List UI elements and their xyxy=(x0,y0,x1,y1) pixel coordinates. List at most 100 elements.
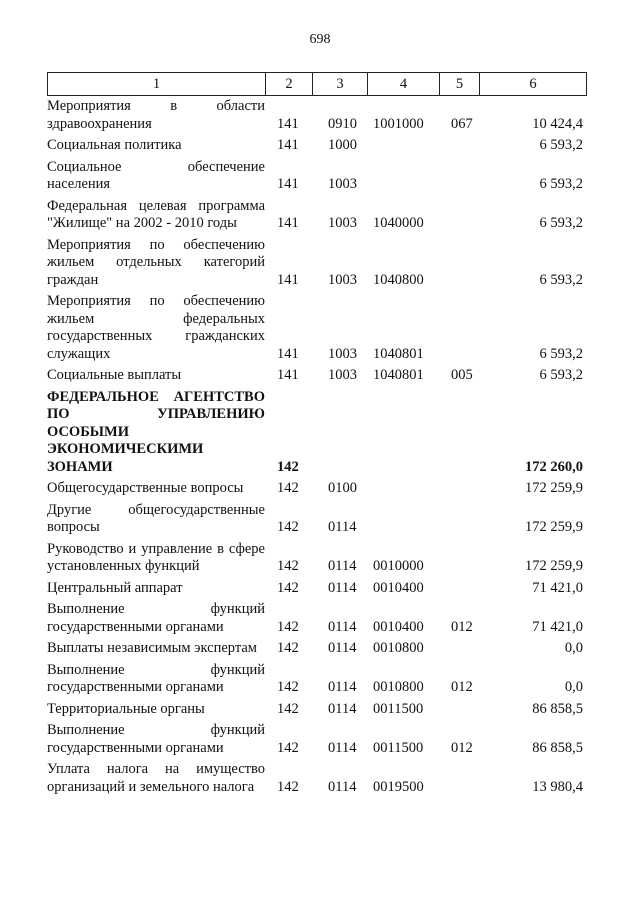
row-col-4: 1001000 xyxy=(373,115,424,132)
row-description: Другие общегосударственные вопросы xyxy=(47,501,265,536)
row-col-2: 142 xyxy=(277,778,299,795)
row-col-3: 0114 xyxy=(328,679,357,695)
row-col-2: 142 xyxy=(277,640,299,656)
row-description: Территориальные органы xyxy=(47,700,205,717)
page-number: 698 xyxy=(309,32,331,47)
row-description: Мероприятия в области здравоохранения xyxy=(47,98,265,132)
row-col-6: 172 259,9 xyxy=(525,558,583,574)
table-row: Территориальные органы 142 0114 0011500 86 8… xyxy=(47,701,587,719)
row-col-4: 1040801 xyxy=(373,367,424,383)
row-description: Выполнение функций государственными орга… xyxy=(47,601,265,635)
row-col-5: 012 xyxy=(451,618,473,635)
row-col-3: 1000 xyxy=(328,137,357,153)
row-col-2: 142 xyxy=(277,480,299,496)
row-col-6: 10 424,4 xyxy=(532,115,583,132)
row-col-6: 6 593,2 xyxy=(539,215,584,231)
table-row: Выплаты независимым экспертам 142 0114 0010… xyxy=(47,640,587,658)
row-col-3: 1003 xyxy=(328,176,357,192)
row-col-2: 141 xyxy=(277,215,299,231)
row-col-6: 6 593,2 xyxy=(539,345,584,362)
row-col-3: 0114 xyxy=(328,700,357,717)
row-description: Социальное обеспечение населения xyxy=(47,158,265,193)
row-description: Мероприятия по обеспечению жильем федера… xyxy=(47,293,265,362)
table-row: Центральный аппарат 142 0114 0010400 71 421,… xyxy=(47,580,587,598)
row-description: Общегосударственные вопросы xyxy=(47,480,244,496)
table-row: Руководство и управление в сфере установ… xyxy=(47,541,587,576)
row-col-3: 0114 xyxy=(328,618,357,635)
row-col-6: 0,0 xyxy=(564,679,583,695)
row-col-6: 6 593,2 xyxy=(539,367,584,383)
table-row: Социальная политика 141 1000 6 593,2 xyxy=(47,137,587,155)
row-col-4: 1040801 xyxy=(373,345,424,362)
row-col-2: 142 xyxy=(277,519,299,535)
row-col-2: 142 xyxy=(277,558,299,574)
row-col-3: 1003 xyxy=(328,271,357,288)
row-col-4: 0011500 xyxy=(373,700,424,717)
row-col-6: 172 259,9 xyxy=(525,480,583,496)
row-col-2: 142 xyxy=(277,739,299,756)
row-col-3: 0114 xyxy=(328,519,357,535)
row-col-2: 142 xyxy=(277,679,299,695)
row-col-6: 6 593,2 xyxy=(539,137,584,153)
table-body: Мероприятия в области здравоохранения 141… xyxy=(47,98,587,800)
row-description: Выполнение функций государственными орга… xyxy=(47,661,265,696)
row-col-6: 86 858,5 xyxy=(532,700,583,717)
row-col-6: 86 858,5 xyxy=(532,739,583,756)
table-row: Уплата налога на имущество организаций и… xyxy=(47,761,587,796)
header-col-2: 2 xyxy=(266,73,313,95)
row-col-6: 172 260,0 xyxy=(525,458,583,475)
row-col-4: 0019500 xyxy=(373,778,424,795)
row-description: Выполнение функций государственными орга… xyxy=(47,722,265,756)
row-col-6: 6 593,2 xyxy=(539,271,584,288)
row-description: ФЕДЕРАЛЬНОЕ АГЕНТСТВО ПО УПРАВЛЕНИЮ ОСОБ… xyxy=(47,388,265,475)
row-description: Социальные выплаты xyxy=(47,367,182,383)
row-col-5: 012 xyxy=(451,739,473,756)
row-col-2: 142 xyxy=(277,458,299,475)
header-col-1: 1 xyxy=(48,73,266,95)
row-col-3: 0910 xyxy=(328,115,357,132)
table-row: Выполнение функций государственными орга… xyxy=(47,722,587,757)
table-row: Социальное обеспечение населения 141 1003 6… xyxy=(47,159,587,194)
row-description: Руководство и управление в сфере установ… xyxy=(47,540,265,575)
row-col-2: 141 xyxy=(277,367,299,383)
row-col-4: 0010800 xyxy=(373,679,424,695)
row-col-4: 0010400 xyxy=(373,618,424,635)
row-col-2: 141 xyxy=(277,345,299,362)
row-col-6: 71 421,0 xyxy=(532,618,583,635)
row-col-6: 13 980,4 xyxy=(532,778,583,795)
table-row: Мероприятия в области здравоохранения 141… xyxy=(47,98,587,133)
row-col-4: 1040800 xyxy=(373,271,424,288)
row-col-4: 0011500 xyxy=(373,739,424,756)
table-row: Социальные выплаты 141 1003 1040801 005 6 593… xyxy=(47,367,587,385)
header-col-3: 3 xyxy=(313,73,368,95)
row-description: Социальная политика xyxy=(47,137,182,153)
row-col-4: 1040000 xyxy=(373,215,424,231)
row-col-2: 141 xyxy=(277,137,299,153)
row-col-3: 0100 xyxy=(328,480,357,496)
table-row: ФЕДЕРАЛЬНОЕ АГЕНТСТВО ПО УПРАВЛЕНИЮ ОСОБ… xyxy=(47,389,587,477)
row-col-2: 141 xyxy=(277,115,299,132)
row-col-5: 067 xyxy=(451,115,473,132)
row-col-3: 1003 xyxy=(328,345,357,362)
row-col-3: 0114 xyxy=(328,558,357,574)
table-row: Выполнение функций государственными орга… xyxy=(47,662,587,697)
table-row: Мероприятия по обеспечению жильем федера… xyxy=(47,293,587,363)
row-col-3: 0114 xyxy=(328,778,357,795)
row-col-2: 142 xyxy=(277,579,299,596)
row-col-4: 0010000 xyxy=(373,558,424,574)
table-row: Выполнение функций государственными орга… xyxy=(47,601,587,636)
row-col-6: 0,0 xyxy=(564,640,583,656)
table-row: Общегосударственные вопросы 142 0100 172 25… xyxy=(47,480,587,498)
table-header: 1 2 3 4 5 6 xyxy=(47,72,587,96)
row-col-4: 0010400 xyxy=(373,579,424,596)
header-col-4: 4 xyxy=(368,73,440,95)
row-col-2: 141 xyxy=(277,271,299,288)
header-col-6: 6 xyxy=(529,76,537,92)
row-col-2: 141 xyxy=(277,176,299,192)
row-col-3: 0114 xyxy=(328,640,357,656)
row-col-3: 1003 xyxy=(328,215,357,231)
row-col-3: 0114 xyxy=(328,739,357,756)
row-col-5: 012 xyxy=(451,679,473,695)
row-col-3: 1003 xyxy=(328,367,357,383)
